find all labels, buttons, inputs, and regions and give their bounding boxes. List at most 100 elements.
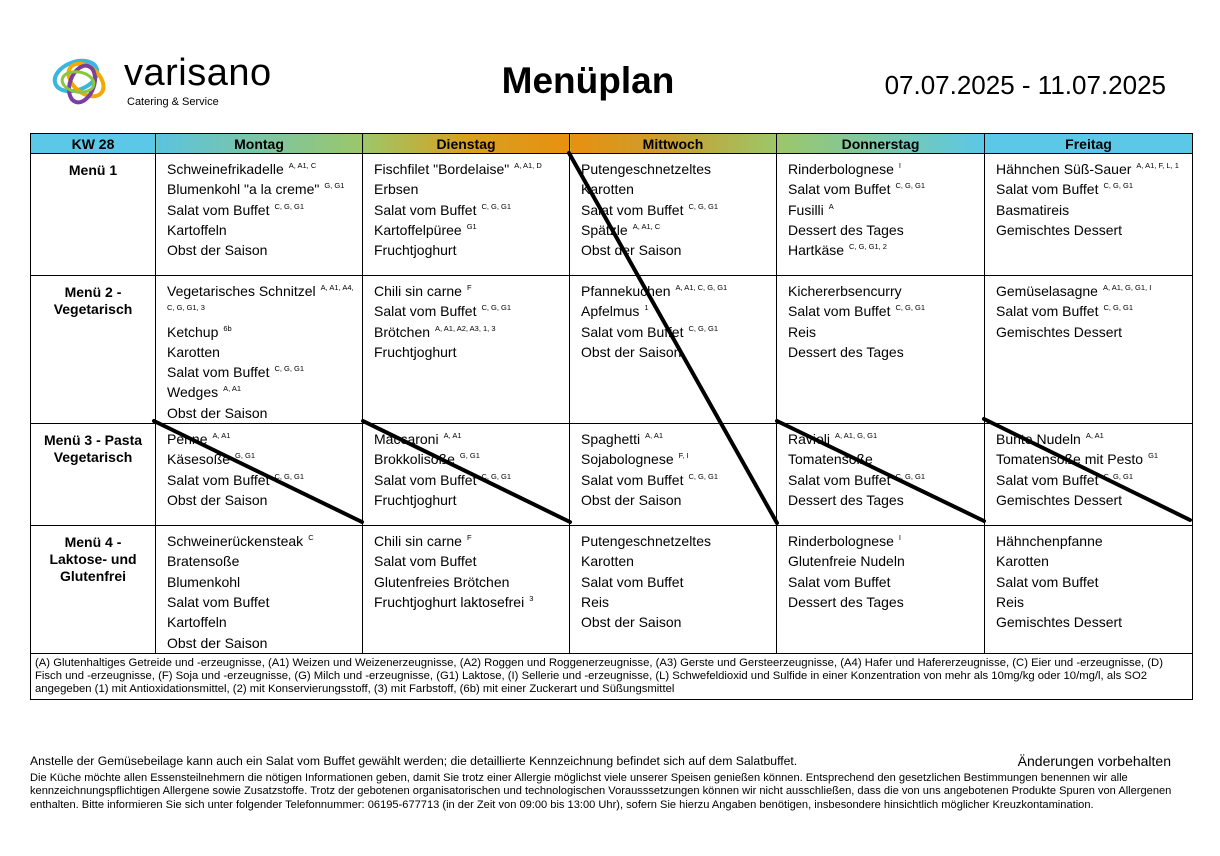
menu-item: Spätzle A, A1, C	[581, 220, 768, 240]
menu-item: Reis	[788, 322, 976, 342]
item-text: Bunte Nudeln	[996, 431, 1081, 448]
menu-cell: Schweinefrikadelle A, A1, C Blumenkohl "a …	[155, 153, 363, 276]
item-text: Dessert des Tages	[788, 343, 904, 360]
item-text: Gemischtes Dessert	[996, 614, 1123, 631]
menu-item: Obst der Saison	[581, 490, 768, 510]
item-text: Vegetarisches Schnitzel	[167, 283, 316, 299]
allergen-codes: C, G, G1	[481, 471, 512, 481]
menu-cell: Vegetarisches Schnitzel A, A1, A4, C, G, …	[155, 274, 363, 425]
allergen-codes: C, G, G1	[274, 471, 305, 481]
item-text: Kartoffelpüree	[374, 221, 462, 238]
item-text: Gemischtes Dessert	[996, 323, 1123, 340]
item-text: Tomatensoße mit Pesto	[996, 451, 1144, 468]
item-text: Obst der Saison	[581, 491, 682, 508]
menu-item: Salat vom Buffet C, G, G1	[374, 301, 561, 321]
menu-item: Sojabolognese F, I	[581, 449, 768, 469]
item-text: Obst der Saison	[581, 343, 682, 360]
item-text: Ravioli	[788, 431, 831, 448]
allergen-codes: A, A1	[645, 431, 664, 441]
allergen-codes: G1	[466, 221, 477, 231]
menu-item: Fusilli A	[788, 200, 976, 220]
menu-item: Obst der Saison	[581, 342, 768, 362]
menu-item: Gemüselasagne A, A1, G, G1, I	[996, 281, 1184, 301]
allergen-codes: 6b	[223, 323, 232, 333]
salad-note: Anstelle der Gemüsebeilage kann auch ein…	[30, 754, 798, 768]
item-text: Fruchtjoghurt	[374, 343, 457, 360]
menu-item: Salat vom Buffet C, G, G1	[374, 200, 561, 220]
menu-item: Karotten	[581, 179, 768, 199]
menu-cell: Rinderbolognese I Salat vom Buffet C, G, G1…	[776, 153, 985, 276]
logo-name: varisano	[124, 52, 272, 94]
allergen-codes: C, G, G1	[274, 364, 305, 374]
menu-label: Menü 2 - Vegetarisch	[30, 274, 156, 425]
allergen-codes: C, G, G1	[895, 303, 926, 313]
allergen-codes: 1	[644, 303, 649, 313]
menu-item: Schweinefrikadelle A, A1, C	[167, 159, 354, 179]
item-text: Fruchtjoghurt	[374, 491, 457, 508]
item-text: Karotten	[167, 343, 220, 360]
menu-item: Brötchen A, A1, A2, A3, 1, 3	[374, 322, 561, 342]
item-text: Salat vom Buffet	[788, 303, 891, 320]
day-header: Montag	[155, 133, 363, 154]
menu-cell: Rinderbolognese I Glutenfreie Nudeln Salat …	[776, 525, 985, 655]
item-text: Reis	[996, 593, 1025, 610]
item-text: Salat vom Buffet	[788, 573, 891, 590]
menu-item: Gemischtes Dessert	[996, 322, 1184, 342]
menu-item: Ketchup 6b	[167, 322, 354, 342]
menu-item: Brokkolisoße G, G1	[374, 449, 561, 469]
allergen-codes: C, G, G1	[688, 323, 719, 333]
allergen-codes: I	[898, 533, 901, 543]
item-text: Hartkäse	[788, 242, 845, 259]
menu-item: Vegetarisches Schnitzel A, A1, A4, C, G, …	[167, 281, 354, 322]
menu-item: Salat vom Buffet C, G, G1	[788, 470, 976, 490]
item-text: Karotten	[996, 553, 1049, 570]
item-text: Penne	[167, 431, 208, 448]
menu-item: Salat vom Buffet	[996, 572, 1184, 592]
menu-cell: Ravioli A, A1, G, G1 Tomatensoße Salat vom …	[776, 423, 985, 527]
allergen-codes: A, A1, G, G1	[835, 431, 878, 441]
menu-item: Dessert des Tages	[788, 490, 976, 510]
menu-item: Salat vom Buffet	[581, 572, 768, 592]
item-text: Maccaroni	[374, 431, 439, 448]
menu-item: Blumenkohl "a la creme" G, G1	[167, 179, 354, 199]
menu-cell: Gemüselasagne A, A1, G, G1, I Salat vom Bu…	[984, 274, 1193, 425]
menu-item: Spaghetti A, A1	[581, 429, 768, 449]
menu-cell: Chili sin carne F Salat vom Buffet Glutenfr…	[362, 525, 570, 655]
allergen-codes: C, G, G1	[895, 181, 926, 191]
menu-cell: Pfannekuchen A, A1, C, G, G1 Apfelmus 1 Sala…	[569, 274, 777, 425]
menu-table: KW 28 Montag Dienstag Mittwoch Donnerstag Fre…	[30, 133, 1193, 701]
item-text: Salat vom Buffet	[167, 593, 270, 610]
item-text: Kartoffeln	[167, 614, 227, 631]
allergen-codes: G, G1	[459, 451, 480, 461]
allergen-codes: C, G, G1	[1103, 471, 1134, 481]
menu-item: Erbsen	[374, 179, 561, 199]
allergen-codes: C, G, G1	[481, 303, 512, 313]
menu-item: Salat vom Buffet C, G, G1	[788, 179, 976, 199]
menu-item: Kartoffeln	[167, 612, 354, 632]
item-text: Basmatireis	[996, 201, 1070, 218]
menu-item: Dessert des Tages	[788, 342, 976, 362]
menu-item: Dessert des Tages	[788, 592, 976, 612]
menu-item: Salat vom Buffet C, G, G1	[996, 179, 1184, 199]
menu-row: Menü 2 - Vegetarisch Vegetarisches Schnit…	[30, 274, 1193, 425]
menu-item: Glutenfreie Nudeln	[788, 551, 976, 571]
day-header: Freitag	[984, 133, 1193, 154]
item-text: Dessert des Tages	[788, 593, 904, 610]
menu-item: Salat vom Buffet C, G, G1	[374, 470, 561, 490]
menu-row: Menü 3 - Pasta Vegetarisch Penne A, A1 Käse…	[30, 423, 1193, 527]
allergen-codes: A, A1	[212, 431, 231, 441]
menu-item: Salat vom Buffet	[374, 551, 561, 571]
allergen-codes: A, A1	[443, 431, 462, 441]
disclaimer: Die Küche möchte allen Essensteilnehmern…	[30, 772, 1172, 811]
menu-item: Chili sin carne F	[374, 531, 561, 551]
menu-item: Gemischtes Dessert	[996, 220, 1184, 240]
allergen-codes: C, G, G1	[1103, 181, 1134, 191]
allergen-codes: A, A1, G, G1, I	[1102, 283, 1152, 292]
menu-item: Fruchtjoghurt	[374, 342, 561, 362]
menu-item: Obst der Saison	[581, 240, 768, 260]
menu-item: Salat vom Buffet C, G, G1	[996, 301, 1184, 321]
menu-item: Wedges A, A1	[167, 382, 354, 402]
allergen-codes: C	[308, 533, 314, 543]
menu-cell: Hähnchenpfanne Karotten Salat vom Buffet Re…	[984, 525, 1193, 655]
